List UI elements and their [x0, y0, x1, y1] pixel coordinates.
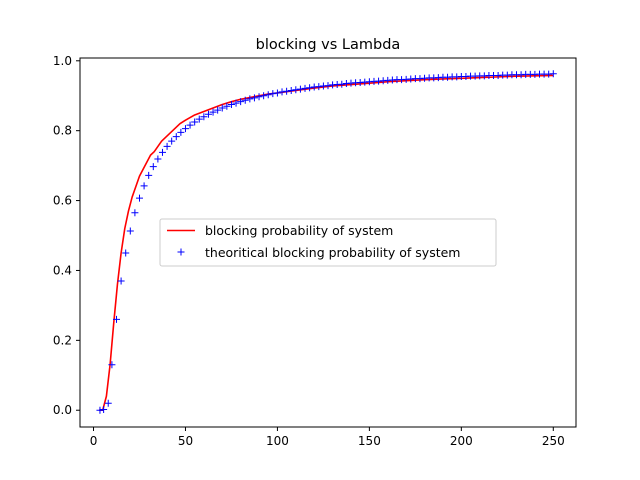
x-tick-label: 50	[178, 434, 193, 448]
data-point	[100, 406, 108, 414]
data-point	[278, 88, 286, 96]
data-point	[108, 361, 116, 369]
legend-plus-marker	[177, 248, 185, 256]
chart-title: blocking vs Lambda	[256, 37, 401, 53]
x-tick-label: 100	[266, 434, 289, 448]
data-point	[250, 94, 258, 102]
y-tick-label: 0.2	[53, 333, 72, 347]
data-point	[269, 90, 277, 98]
y-tick-label: 0.6	[53, 194, 72, 208]
data-point	[168, 137, 176, 145]
data-point	[117, 277, 125, 285]
data-point	[204, 110, 212, 118]
data-point	[172, 133, 180, 141]
x-tick-label: 0	[90, 434, 98, 448]
data-point	[549, 70, 557, 78]
data-point	[131, 209, 139, 217]
plot-area	[79, 57, 577, 428]
axes-frame	[79, 57, 577, 428]
data-point	[246, 95, 254, 103]
y-tick-label: 0.4	[53, 263, 72, 277]
data-point	[149, 163, 157, 171]
data-point	[96, 406, 104, 414]
data-point	[135, 194, 143, 202]
legend: blocking probability of system theoritic…	[159, 218, 497, 267]
data-point	[145, 171, 153, 179]
data-point	[140, 182, 148, 190]
data-point	[227, 100, 235, 108]
data-point	[260, 92, 268, 100]
data-point	[158, 148, 166, 156]
data-point	[296, 85, 304, 93]
data-point	[324, 82, 332, 90]
data-point	[273, 89, 281, 97]
data-point	[283, 87, 291, 95]
legend-label-blocking: blocking probability of system	[205, 223, 393, 238]
data-point	[181, 125, 189, 133]
data-point	[186, 121, 194, 129]
data-point	[338, 80, 346, 88]
series-points-theoretical	[96, 70, 557, 414]
data-point	[223, 102, 231, 110]
legend-box	[159, 218, 497, 267]
x-tick-label: 200	[450, 434, 473, 448]
data-point	[241, 96, 249, 104]
y-tick-label: 1.0	[53, 54, 72, 68]
x-axis: 0 50 100 150 200 250	[90, 427, 565, 448]
data-point	[209, 108, 217, 116]
data-point	[177, 128, 185, 136]
data-point	[218, 104, 226, 112]
y-tick-label: 0.0	[53, 403, 72, 417]
data-point	[200, 113, 208, 121]
data-point	[255, 93, 263, 101]
data-point	[232, 99, 240, 107]
y-axis: 0.0 0.2 0.4 0.6 0.8 1.0	[53, 54, 80, 417]
legend-label-theoretical: theoritical blocking probability of syst…	[205, 245, 460, 260]
data-point	[301, 84, 309, 92]
x-tick-label: 150	[358, 434, 381, 448]
y-tick-label: 0.8	[53, 124, 72, 138]
data-point	[163, 142, 171, 150]
x-tick-label: 250	[542, 434, 565, 448]
data-point	[191, 118, 199, 126]
data-point	[287, 86, 295, 94]
data-point	[292, 86, 300, 94]
data-point	[122, 249, 130, 257]
data-point	[195, 115, 203, 123]
series-layer	[96, 70, 557, 414]
data-point	[264, 91, 272, 99]
data-point	[104, 399, 112, 407]
data-point	[306, 84, 314, 92]
data-point	[113, 315, 121, 323]
data-point	[237, 98, 245, 106]
data-point	[154, 155, 162, 163]
legend-plus-glyph	[177, 248, 185, 256]
data-point	[126, 227, 134, 235]
data-point	[315, 83, 323, 91]
data-point	[214, 106, 222, 114]
